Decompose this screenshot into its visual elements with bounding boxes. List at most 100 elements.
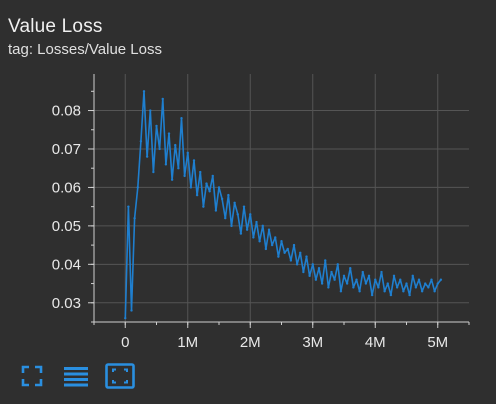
data-point [333, 278, 336, 281]
data-point [320, 282, 324, 285]
data-point [136, 186, 139, 189]
data-point [324, 259, 327, 262]
data-point [224, 216, 227, 220]
data-point [236, 213, 239, 216]
data-point [145, 155, 149, 158]
data-point [439, 278, 443, 281]
value-loss-chart[interactable]: 0.03 0.04 0.05 0.06 0.07 0.08 0 1M 2M 3M 4M 5M [0, 0, 496, 356]
data-point [261, 224, 264, 228]
data-point [289, 259, 293, 262]
y-tick-label: 0.08 [52, 103, 81, 120]
data-point [305, 255, 308, 258]
data-point [314, 278, 318, 281]
data-point [255, 220, 258, 224]
data-point [414, 286, 418, 289]
data-point [330, 270, 333, 274]
data-point [220, 197, 224, 201]
data-point [308, 274, 311, 278]
data-point [189, 186, 193, 189]
fullscreen-button[interactable] [16, 360, 48, 392]
data-point [124, 316, 127, 320]
data-point [280, 240, 283, 243]
data-point [299, 251, 302, 254]
data-point [377, 286, 380, 289]
data-point [270, 243, 274, 247]
data-point [230, 224, 233, 228]
data-point [170, 178, 174, 181]
data-point [155, 124, 158, 128]
data-point [205, 182, 208, 185]
data-point [283, 251, 286, 254]
data-point [195, 193, 199, 197]
data-point [158, 147, 161, 151]
data-point [133, 216, 136, 220]
data-point [411, 274, 414, 278]
data-point [345, 282, 349, 285]
data-point [239, 232, 243, 235]
data-point [174, 143, 177, 147]
data-point [395, 286, 399, 289]
x-tick-label: 4M [365, 334, 386, 351]
data-point [264, 247, 268, 251]
fullscreen-icon [21, 365, 43, 387]
data-point [161, 97, 164, 101]
data-point [430, 278, 433, 281]
data-point [249, 213, 252, 216]
data-point [436, 282, 439, 285]
toggle-y-axis-icon [64, 367, 88, 387]
data-point [139, 140, 143, 143]
data-point [399, 278, 402, 281]
data-point [427, 286, 430, 289]
data-point [433, 290, 436, 293]
data-point [267, 228, 271, 231]
data-point [292, 243, 296, 247]
data-point [383, 290, 386, 293]
data-point [242, 205, 246, 208]
data-point [361, 270, 364, 274]
data-point [208, 190, 211, 193]
data-point [364, 282, 368, 285]
x-tick-label: 5M [427, 334, 448, 351]
data-point [352, 286, 355, 289]
data-point [186, 151, 189, 155]
toggle-y-axis-button[interactable] [60, 360, 92, 392]
data-point [252, 236, 255, 239]
fit-domain-button[interactable] [104, 360, 136, 392]
data-point [233, 201, 236, 205]
data-point [214, 209, 218, 212]
data-point [317, 266, 321, 270]
data-point [355, 278, 358, 281]
data-point [258, 240, 261, 243]
data-point [327, 286, 330, 289]
data-point [405, 282, 408, 285]
series-line [124, 90, 442, 319]
data-point [367, 274, 371, 278]
data-point [389, 293, 393, 297]
x-tick-label: 3M [302, 334, 323, 351]
data-point [245, 228, 249, 231]
y-tick-label: 0.06 [52, 179, 81, 196]
data-point [342, 274, 346, 278]
data-point [130, 309, 133, 312]
data-point [211, 174, 214, 178]
chart-toolbar [16, 360, 148, 392]
data-point [370, 293, 374, 297]
data-point [202, 205, 205, 208]
data-point [149, 109, 152, 112]
data-point [183, 174, 186, 178]
data-point [336, 263, 339, 266]
data-point [349, 266, 352, 270]
data-point [402, 290, 405, 293]
data-point [358, 290, 361, 293]
data-point [177, 167, 180, 170]
y-tick-label: 0.04 [52, 256, 81, 273]
x-tick-label: 1M [177, 334, 198, 351]
data-point [417, 278, 421, 281]
data-point [217, 186, 221, 189]
data-point [227, 193, 230, 197]
x-tick-label: 0 [121, 334, 129, 351]
fit-domain-icon [105, 363, 135, 389]
data-point [374, 278, 377, 281]
data-point [311, 263, 314, 266]
